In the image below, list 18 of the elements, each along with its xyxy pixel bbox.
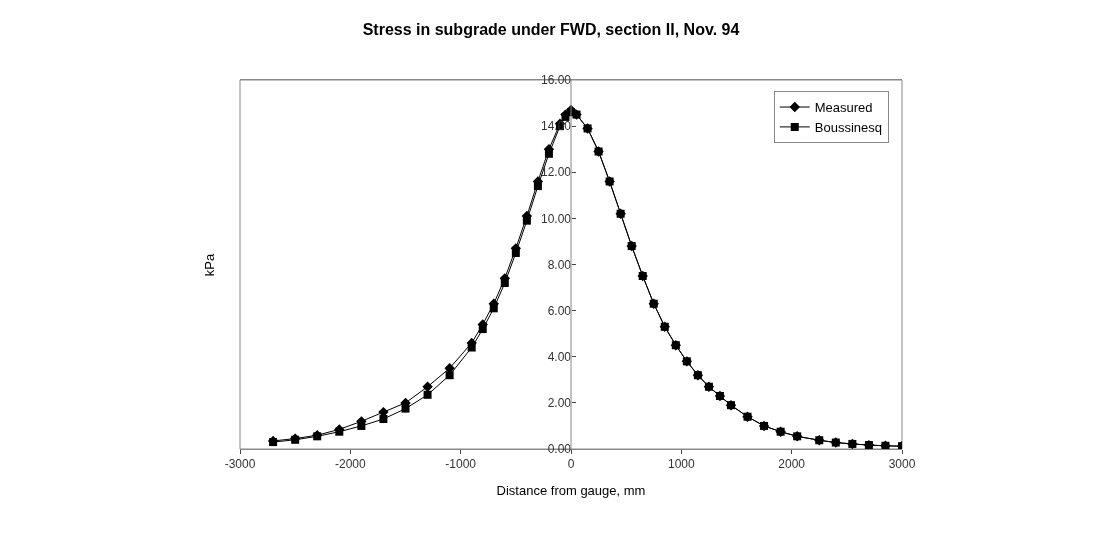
x-tick-label: -1000	[445, 457, 477, 472]
x-tick-label: -2000	[334, 457, 366, 472]
x-tick-label: 0	[567, 457, 575, 472]
y-axis-title: kPa	[202, 253, 218, 277]
x-tick-label: 3000	[888, 457, 916, 472]
y-tick-label: 12.00	[540, 165, 572, 180]
chart-title: Stress in subgrade under FWD, section II, Nov. 94	[362, 21, 740, 39]
y-tick-label: 2.00	[547, 396, 572, 411]
x-tick-label: 2000	[778, 457, 806, 472]
y-tick-label: 6.00	[547, 303, 572, 318]
y-tick-label: 4.00	[547, 349, 572, 364]
legend-label: Measured	[814, 100, 873, 116]
x-axis-title: Distance from gauge, mm	[496, 483, 646, 498]
x-tick-label: 1000	[667, 457, 695, 472]
legend-label: Boussinesq	[814, 119, 882, 135]
y-tick-label: 10.00	[540, 211, 572, 226]
y-tick-label: 8.00	[547, 257, 572, 272]
x-tick-label: -3000	[224, 457, 256, 472]
